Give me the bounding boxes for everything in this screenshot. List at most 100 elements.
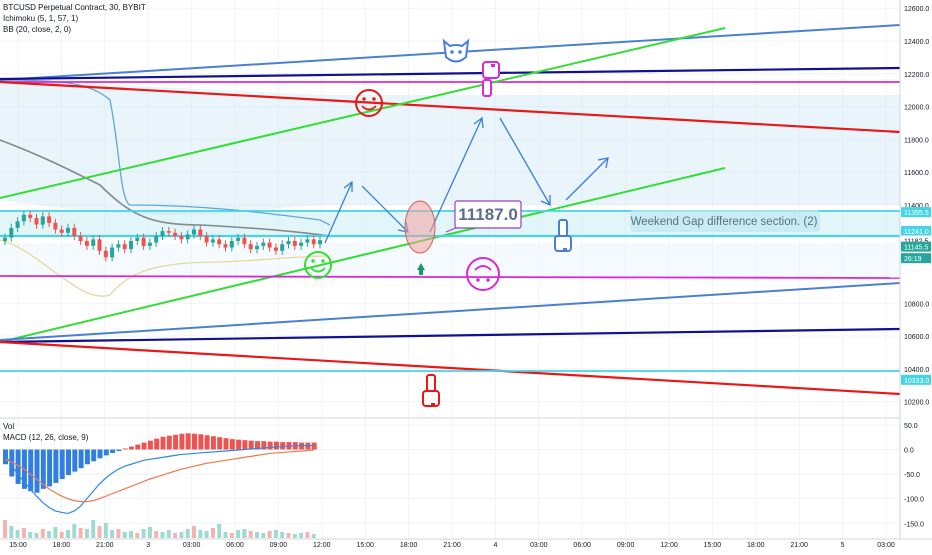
macd-hist-bar xyxy=(40,449,46,489)
candle-body xyxy=(116,244,121,248)
price-tick-label: 11600.0 xyxy=(904,170,929,177)
candle-body xyxy=(210,239,215,243)
price-label-tag xyxy=(901,225,931,236)
macd-grid xyxy=(0,424,900,524)
macd-hist-bar xyxy=(72,449,78,472)
macd-hist-bar xyxy=(116,449,122,451)
candle-body xyxy=(236,237,241,241)
time-tick-label: 21:00 xyxy=(790,542,808,549)
time-tick-label: 15:00 xyxy=(704,542,722,549)
volume-bar xyxy=(192,526,196,538)
candle-body xyxy=(110,247,115,258)
macd-hist-bar xyxy=(110,449,116,453)
candle-body xyxy=(229,240,234,248)
volume-bar xyxy=(217,524,222,538)
macd-hist-bar xyxy=(66,449,71,476)
volume-bar xyxy=(261,533,266,538)
volume-bar xyxy=(116,529,121,538)
projection-path xyxy=(324,116,609,244)
time-tick-label: 18:00 xyxy=(747,542,765,549)
time-tick-label: 15:00 xyxy=(356,542,374,549)
macd-hist-bar xyxy=(223,438,229,450)
macd-hist-bar xyxy=(147,440,153,450)
macd-hist-bar xyxy=(135,444,141,450)
time-tick-label: 4 xyxy=(493,542,497,549)
candle-body xyxy=(267,242,272,248)
time-tick-label: 12:00 xyxy=(660,542,678,549)
price-axis[interactable]: 12600.0 12400.0 12200.0 12000.0 11800.0 11600… xyxy=(901,6,931,407)
volume-bar xyxy=(229,533,234,538)
volume-bar xyxy=(21,528,26,538)
time-tick-label: 06:00 xyxy=(573,542,591,549)
volume-bar xyxy=(103,523,108,538)
candle-body xyxy=(217,239,222,245)
candle-body xyxy=(103,250,108,258)
candle-body xyxy=(34,218,39,225)
symbol-title[interactable]: BTCUSD Perpetual Contract, 30, BYBIT xyxy=(3,3,146,12)
ichimoku-base xyxy=(0,139,331,237)
price-label-text: 11145.5 xyxy=(904,245,928,252)
candle-body xyxy=(192,229,196,235)
price-label-tag xyxy=(901,207,931,218)
cat-mascot-icon xyxy=(442,38,470,63)
vol-label[interactable]: Vol xyxy=(3,422,15,431)
trendline-navy-top xyxy=(0,66,901,81)
price-axis-bg xyxy=(900,0,932,540)
volume-bar xyxy=(28,532,33,538)
ichimoku-cloud xyxy=(0,82,900,215)
volume-bar xyxy=(78,528,83,538)
macd-axis[interactable]: 50.0 0.0 -50.0 -100.0 -150.0 xyxy=(904,423,924,528)
weekend-gap-note-text: Weekend Gap difference section. (2) xyxy=(631,216,818,228)
candle-body xyxy=(286,240,291,245)
volume-bar xyxy=(53,527,58,538)
macd-hist-bar xyxy=(84,449,90,465)
price-tick-label: 10600.0 xyxy=(904,334,929,341)
candle-body xyxy=(198,229,203,237)
macd-hist-bar xyxy=(261,441,267,450)
time-tick-label: 18:00 xyxy=(53,542,71,549)
macd-hist-bar xyxy=(103,449,109,456)
macd-hist-bar xyxy=(15,449,21,484)
macd-hist-bar xyxy=(97,449,103,459)
candle-body xyxy=(242,237,247,245)
macd-hist-bar xyxy=(217,437,223,450)
volume-bar xyxy=(135,533,140,538)
trendline-green-upper xyxy=(0,27,726,199)
volume-bar xyxy=(59,532,64,538)
macd-hist-bar xyxy=(166,435,172,450)
candle-body xyxy=(305,239,310,243)
candle-body xyxy=(318,240,322,245)
candle-body xyxy=(21,214,26,222)
candle-body xyxy=(53,222,58,230)
macd-hist-bar xyxy=(204,435,210,450)
macd-hist-bar xyxy=(179,433,185,450)
volume-bar xyxy=(47,531,52,538)
volume-bar xyxy=(40,529,45,538)
time-axis[interactable]: 15:00 18:00 21:00 3 03:00 06:00 09:00 12:00 15:0… xyxy=(9,542,895,549)
volume-bar xyxy=(242,529,247,538)
time-tick-label: 21:00 xyxy=(443,542,461,549)
time-tick-label: 5 xyxy=(841,542,845,549)
macd-hist-bar xyxy=(229,439,235,450)
candle-body xyxy=(135,237,140,241)
trendline-navy-low xyxy=(0,327,901,344)
macd-label[interactable]: MACD (12, 26, close, 9) xyxy=(3,433,89,442)
candle-body xyxy=(292,240,297,246)
macd-hist-bar xyxy=(47,449,53,487)
pointing-hand-blue-icon xyxy=(554,219,572,252)
ichimoku-label[interactable]: Ichimoku (5, 1, 57, 1) xyxy=(3,14,79,23)
time-tick-label: 21:00 xyxy=(96,542,114,549)
volume-bar xyxy=(223,532,228,538)
bollinger-label[interactable]: BB (20, close, 2, 0) xyxy=(3,25,72,34)
macd-hist-bar xyxy=(236,439,242,450)
price-tick-label: 12600.0 xyxy=(904,6,929,13)
upside-down-face-icon xyxy=(466,257,500,291)
time-tick-label: 03:00 xyxy=(530,542,548,549)
volume-bar xyxy=(255,532,259,538)
candle-body xyxy=(66,227,70,233)
macd-hist-bar xyxy=(78,449,84,469)
volume-bar xyxy=(84,529,89,538)
volume-bar xyxy=(147,527,152,538)
